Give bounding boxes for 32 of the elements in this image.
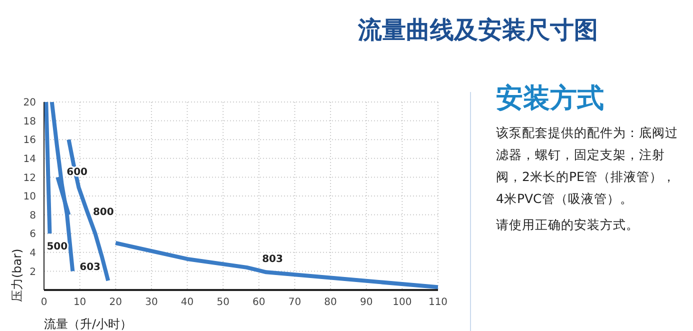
text: 该泵配套提供的配件为：底阀过滤器，螺钉，固定支架，注射阀，2米长的PE管（排液管），4米PVC管（吸液管）。 [496, 124, 679, 208]
x-tick-label: 10 [73, 297, 86, 308]
x-tick-label: 110 [428, 297, 448, 308]
series-label: 500 [46, 242, 68, 253]
x-tick-label: 80 [324, 297, 337, 308]
chart-title: 流量曲线及安装尺寸图 [358, 15, 598, 46]
x-tick-label: 0 [40, 297, 48, 308]
x-tick-label: 100 [392, 297, 412, 308]
x-tick-label: 70 [288, 297, 302, 308]
y-tick-label: 4 [30, 248, 36, 259]
y-tick-label: 14 [23, 154, 36, 165]
x-tick-label: 90 [360, 297, 373, 308]
y-tick-label: 12 [23, 172, 36, 184]
x-tick-label: 20 [109, 297, 122, 308]
y-axis-title: 压力(bar) [10, 248, 24, 302]
x-tick-label: 50 [216, 297, 230, 308]
y-tick-label: 18 [23, 116, 36, 128]
text: 请使用正确的安装方式。 [496, 216, 640, 234]
y-tick-label: 16 [23, 135, 36, 146]
x-tick-label: 40 [180, 297, 194, 308]
text: 安装方式 [496, 82, 605, 116]
y-tick-label: 10 [23, 192, 36, 203]
series-label: 803 [262, 254, 283, 266]
y-tick-label: 20 [23, 98, 36, 109]
y-tick-label: 2 [30, 266, 36, 278]
x-tick-label: 60 [252, 297, 266, 308]
series-label: 603 [80, 262, 101, 274]
series-label: 800 [92, 207, 114, 218]
x-axis-title: 流量（升/小时） [44, 316, 132, 331]
x-tick-label: 30 [145, 297, 158, 308]
y-tick-label: 6 [30, 229, 36, 240]
y-tick-label: 8 [30, 210, 36, 222]
